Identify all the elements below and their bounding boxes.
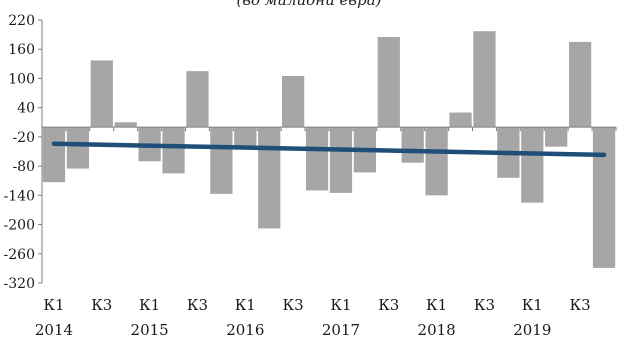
bar	[258, 127, 281, 229]
x-tick-label: К3	[91, 296, 112, 314]
x-tick-label: К1	[522, 296, 543, 314]
bar	[377, 37, 400, 128]
x-tick-label: К1	[43, 296, 64, 314]
bar	[114, 122, 137, 128]
bar	[425, 127, 448, 196]
y-tick-label: -80	[12, 159, 35, 175]
y-tick-label: 100	[8, 71, 35, 87]
year-label: 2014	[35, 321, 73, 339]
bar	[401, 127, 424, 163]
x-tick-label: К1	[330, 296, 351, 314]
bar	[521, 127, 544, 203]
x-tick-label: К3	[187, 296, 208, 314]
bar	[473, 31, 496, 128]
year-label: 2016	[226, 321, 264, 339]
x-tick-label: К1	[139, 296, 160, 314]
x-tick-label: К3	[474, 296, 495, 314]
bar	[569, 41, 592, 128]
y-tick-label: 220	[8, 13, 35, 29]
x-tick-label: К3	[378, 296, 399, 314]
bar	[186, 71, 209, 128]
bar	[66, 127, 89, 169]
bar	[234, 127, 257, 147]
bar	[305, 127, 329, 191]
y-tick-label: -20	[12, 130, 35, 146]
x-tick-label: К3	[570, 296, 591, 314]
y-tick-label: 40	[17, 101, 35, 117]
bar	[210, 127, 233, 194]
y-tick-label: -140	[4, 188, 35, 204]
y-tick-label: -260	[4, 247, 35, 263]
year-label: 2019	[513, 321, 551, 339]
y-tick-label: -320	[4, 276, 35, 292]
bar	[545, 127, 568, 147]
y-tick-label: 160	[8, 42, 35, 58]
year-label: 2017	[322, 321, 360, 339]
x-tick-label: К3	[283, 296, 304, 314]
chart-subtitle: (во милиони евра)	[236, 0, 382, 9]
bar	[162, 127, 185, 174]
year-label: 2018	[418, 321, 456, 339]
bar	[42, 127, 66, 183]
bar	[90, 60, 113, 128]
y-tick-label: -200	[4, 218, 35, 234]
bar	[592, 127, 616, 268]
bar	[282, 76, 305, 128]
trend-line	[51, 141, 607, 158]
year-label: 2015	[131, 321, 169, 339]
x-tick-label: К1	[426, 296, 447, 314]
x-tick-label: К1	[235, 296, 256, 314]
bar	[329, 127, 353, 193]
bar	[449, 112, 472, 128]
